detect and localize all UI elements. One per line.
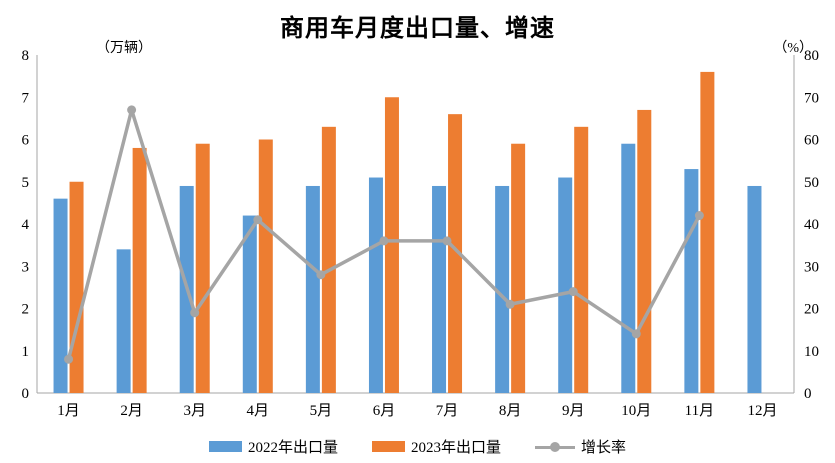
bar-2023-10月	[637, 109, 652, 394]
x-axis-tick-label: 4月	[247, 403, 270, 419]
bar-2022-7月	[432, 185, 447, 393]
x-axis-tick-label: 11月	[685, 403, 714, 419]
x-axis-tick-label: 10月	[621, 403, 651, 419]
bar-2022-11月	[684, 169, 699, 393]
legend-growth-dot-icon	[550, 441, 560, 452]
left-axis-tick-label: 5	[22, 175, 30, 191]
bar-2022-2月	[116, 249, 131, 393]
right-axis-tick-label: 10	[804, 344, 819, 360]
left-axis-tick-label: 4	[22, 217, 30, 233]
legend-item-2023: 2023年出口量	[371, 436, 501, 457]
bar-2022-1月	[53, 198, 68, 393]
legend-swatch-2023-icon	[371, 441, 405, 452]
bar-2022-4月	[242, 215, 257, 393]
bar-2022-9月	[558, 177, 573, 393]
growth-point-2月	[127, 105, 137, 115]
right-axis-tick-label: 30	[804, 259, 819, 275]
bar-2022-10月	[621, 143, 636, 393]
right-axis-tick-label: 40	[804, 217, 819, 233]
growth-point-8月	[505, 299, 515, 309]
left-axis-unit-label: （万辆）	[96, 41, 152, 56]
x-axis-tick-label: 5月	[310, 403, 333, 419]
legend-swatch-2022-icon	[208, 441, 242, 452]
x-axis-tick-label: 12月	[747, 403, 777, 419]
bar-2023-11月	[700, 71, 715, 394]
bar-2023-2月	[132, 147, 147, 393]
chart-title: 商用车月度出口量、增速	[280, 16, 555, 42]
right-axis-tick-label: 80	[804, 48, 819, 64]
legend-item-2022: 2022年出口量	[208, 436, 338, 457]
legend-label-growth: 增长率	[581, 440, 627, 456]
x-axis-tick-label: 3月	[183, 403, 206, 419]
growth-point-1月	[64, 354, 74, 364]
bar-2022-8月	[495, 185, 510, 393]
growth-point-9月	[568, 287, 578, 297]
x-axis-tick-label: 2月	[120, 403, 143, 419]
legend: 2022年出口量 2023年出口量 增长率	[0, 436, 835, 457]
left-axis-tick-label: 3	[22, 259, 30, 275]
growth-point-3月	[190, 308, 200, 318]
growth-rate-line	[66, 108, 701, 360]
right-axis-tick-label: 20	[804, 302, 819, 318]
left-axis-tick-label: 6	[22, 133, 30, 149]
bar-2022-5月	[305, 185, 320, 393]
right-axis-tick-label: 50	[804, 175, 819, 191]
bar-2022-12月	[747, 185, 762, 393]
growth-point-5月	[316, 270, 326, 280]
left-axis-tick-label: 8	[22, 48, 30, 64]
bar-2023-3月	[195, 143, 210, 393]
bar-2023-7月	[448, 114, 463, 394]
x-axis-tick-label: 6月	[373, 403, 396, 419]
bar-2023-6月	[384, 97, 399, 393]
bar-2023-4月	[258, 139, 273, 393]
right-axis-unit-label: （%）	[773, 41, 813, 56]
right-axis-tick-label: 70	[804, 90, 819, 106]
bar-2023-5月	[321, 126, 336, 393]
bar-2022-6月	[368, 177, 383, 393]
left-axis-tick-label: 2	[22, 302, 30, 318]
legend-label-2023: 2023年出口量	[410, 440, 501, 456]
right-axis-tick-label: 60	[804, 133, 819, 149]
left-axis-tick-label: 1	[22, 344, 30, 360]
right-axis-tick-label: 0	[804, 386, 812, 402]
left-axis-tick-label: 7	[22, 90, 30, 106]
x-axis-tick-label: 1月	[57, 403, 80, 419]
legend-item-growth: 增长率	[535, 436, 626, 457]
growth-point-6月	[379, 236, 389, 246]
x-axis-tick-label: 7月	[436, 403, 459, 419]
growth-point-11月	[694, 211, 704, 221]
growth-point-7月	[442, 236, 452, 246]
x-axis-tick-label: 9月	[562, 403, 585, 419]
legend-swatch-growth-line-icon	[535, 441, 575, 453]
growth-point-4月	[253, 215, 263, 225]
bar-2023-9月	[574, 126, 589, 393]
bar-2023-8月	[511, 143, 526, 393]
legend-label-2022: 2022年出口量	[247, 440, 338, 456]
x-axis-tick-label: 8月	[499, 403, 522, 419]
growth-point-10月	[631, 329, 641, 339]
left-axis-tick-label: 0	[22, 386, 30, 402]
